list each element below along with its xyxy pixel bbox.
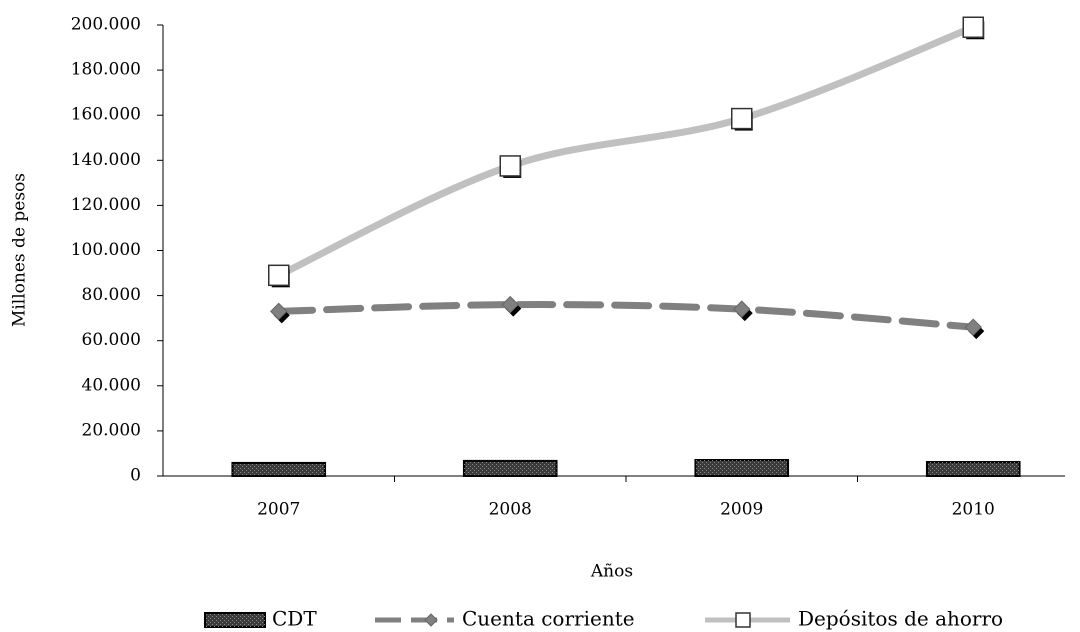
x-tick-label: 2007	[257, 500, 300, 520]
y-tick-label: 0	[130, 466, 141, 486]
legend-label: CDT	[272, 607, 317, 631]
legend-marker	[424, 613, 438, 627]
bar-texture	[463, 460, 557, 476]
line	[275, 301, 977, 331]
x-axis-label: Años	[590, 562, 633, 582]
legend-texture	[205, 613, 265, 627]
marker	[268, 264, 290, 287]
y-axis-label: Millones de pesos	[10, 173, 30, 327]
y-tick-label: 60.000	[82, 330, 141, 350]
line	[275, 23, 977, 279]
y-tick-label: 160.000	[71, 105, 141, 125]
y-tick-label: 100.000	[71, 240, 141, 260]
legend-marker	[735, 612, 751, 628]
bar-texture	[232, 462, 326, 476]
y-tick-label: 40.000	[82, 375, 141, 395]
bar-texture	[695, 459, 789, 476]
marker	[962, 16, 984, 39]
y-tick-label: 140.000	[71, 150, 141, 170]
marker	[964, 318, 982, 336]
legend-label: Cuenta corriente	[462, 607, 635, 631]
bar-texture	[926, 462, 1020, 476]
y-tick-label: 80.000	[82, 285, 141, 305]
marker	[731, 107, 753, 130]
x-tick-label: 2010	[952, 500, 995, 520]
marker	[270, 302, 288, 321]
marker	[501, 295, 519, 314]
y-tick-label: 20.000	[82, 420, 141, 440]
marker	[499, 155, 521, 177]
y-tick-label: 200.000	[71, 15, 141, 35]
y-tick-label: 180.000	[71, 60, 141, 80]
x-tick-label: 2008	[489, 500, 532, 520]
x-tick-label: 2009	[720, 500, 763, 520]
marker	[733, 300, 751, 318]
legend-label: Depósitos de ahorro	[798, 607, 1003, 631]
y-tick-label: 120.000	[71, 195, 141, 215]
